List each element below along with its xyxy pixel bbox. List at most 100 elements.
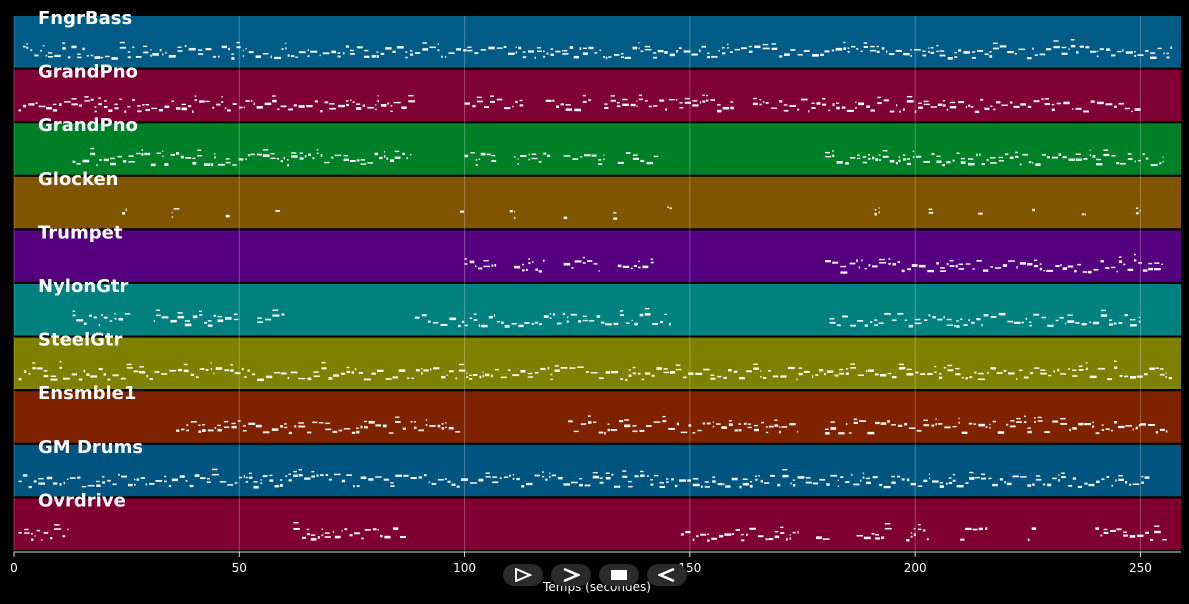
note-mark <box>582 47 587 50</box>
note-mark <box>1040 369 1046 371</box>
note-mark <box>697 429 702 432</box>
note-mark <box>943 367 947 369</box>
note-mark <box>411 377 415 380</box>
note-mark <box>757 535 764 538</box>
note-mark <box>311 470 315 473</box>
note-mark <box>464 324 468 327</box>
note-mark <box>707 539 710 542</box>
note-mark <box>325 474 329 477</box>
note-mark <box>285 47 287 50</box>
note-mark <box>774 424 779 427</box>
note-mark <box>721 47 725 49</box>
note-mark <box>1068 485 1073 487</box>
note-mark <box>367 106 374 109</box>
note-mark <box>528 153 530 156</box>
note-mark <box>573 55 579 59</box>
note-mark <box>304 477 311 480</box>
note-mark <box>998 312 1006 316</box>
note-mark <box>1072 375 1078 377</box>
note-mark <box>342 52 345 55</box>
note-mark <box>780 532 785 534</box>
note-mark <box>572 158 579 160</box>
note-mark <box>1170 46 1172 49</box>
note-mark <box>96 480 100 483</box>
note-mark <box>699 101 702 104</box>
note-mark <box>415 316 420 319</box>
note-mark <box>423 474 427 477</box>
note-mark <box>535 268 538 272</box>
note-mark <box>593 421 597 423</box>
stop-button[interactable] <box>599 564 639 586</box>
note-mark <box>197 149 202 151</box>
note-mark <box>868 154 871 156</box>
note-mark <box>318 422 324 424</box>
note-mark <box>149 378 153 381</box>
note-mark <box>946 318 952 321</box>
note-mark <box>918 102 922 104</box>
note-mark <box>828 109 831 112</box>
note-mark <box>955 373 961 376</box>
note-mark <box>350 99 352 101</box>
note-mark <box>200 477 206 480</box>
note-mark <box>863 46 868 48</box>
note-mark <box>394 156 401 159</box>
note-mark <box>857 154 860 156</box>
note-mark <box>952 159 955 162</box>
note-mark <box>270 157 276 159</box>
note-mark <box>114 317 117 320</box>
note-mark <box>313 371 319 373</box>
note-mark <box>86 55 89 57</box>
note-mark <box>936 44 939 47</box>
note-mark <box>527 376 534 378</box>
play-button[interactable] <box>503 564 543 586</box>
forward-button[interactable] <box>551 564 591 586</box>
note-mark <box>449 317 457 321</box>
note-mark <box>458 369 466 372</box>
note-mark <box>122 211 125 215</box>
note-mark <box>610 429 618 431</box>
note-mark <box>1083 158 1088 160</box>
note-mark <box>63 377 71 380</box>
note-mark <box>532 261 534 263</box>
note-mark <box>343 428 351 430</box>
note-mark <box>663 368 668 370</box>
note-mark <box>164 480 167 483</box>
note-mark <box>537 50 542 53</box>
note-mark <box>1076 51 1079 54</box>
note-mark <box>1004 481 1006 484</box>
note-mark <box>153 320 155 322</box>
note-mark <box>824 50 830 53</box>
note-mark <box>834 374 839 377</box>
x-tick-label: 200 <box>904 561 927 575</box>
note-mark <box>936 262 939 265</box>
note-mark <box>343 154 348 157</box>
note-mark <box>937 318 943 321</box>
note-mark <box>946 161 951 164</box>
note-mark <box>78 104 83 107</box>
note-mark <box>81 485 87 488</box>
note-mark <box>248 422 256 425</box>
note-mark <box>1136 375 1143 378</box>
note-mark <box>341 479 346 483</box>
note-mark <box>250 99 253 102</box>
note-mark <box>582 319 588 322</box>
note-mark <box>257 321 264 323</box>
note-mark <box>618 420 624 423</box>
note-mark <box>891 376 897 379</box>
note-mark <box>490 100 495 104</box>
note-mark <box>387 102 390 105</box>
note-mark <box>560 103 564 106</box>
note-mark <box>30 49 33 52</box>
note-mark <box>619 310 624 312</box>
note-mark <box>137 110 142 113</box>
rewind-button[interactable] <box>647 564 687 586</box>
note-mark <box>476 100 483 103</box>
track-band <box>14 123 1181 175</box>
note-mark <box>103 100 107 102</box>
note-mark <box>820 53 824 57</box>
note-mark <box>464 258 467 260</box>
note-mark <box>1027 427 1031 429</box>
note-mark <box>1087 270 1092 274</box>
note-mark <box>340 372 345 375</box>
note-mark <box>410 153 412 156</box>
